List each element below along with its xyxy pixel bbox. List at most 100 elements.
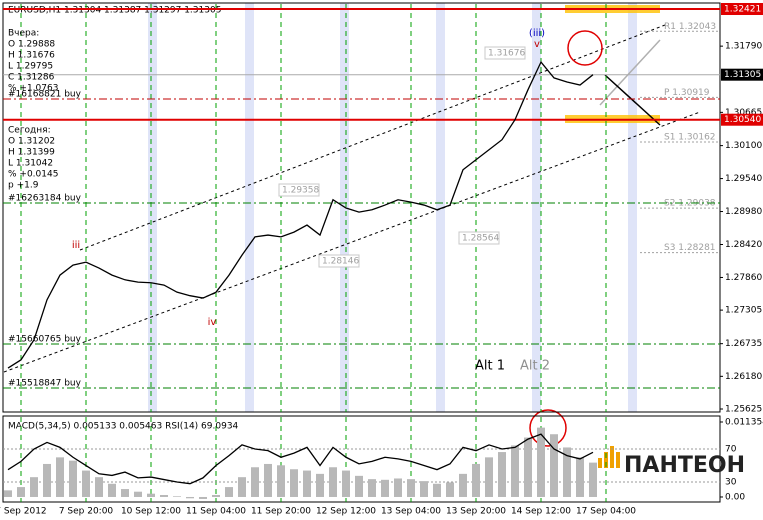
- y2-tick-label: 30: [725, 478, 737, 488]
- macd-bar: [290, 469, 298, 497]
- order-label: #16263184 buy: [8, 193, 82, 203]
- order-label: #15660765 buy: [8, 335, 82, 345]
- macd-bar: [4, 490, 12, 497]
- macd-bar: [186, 496, 194, 499]
- annotation: iii: [72, 240, 80, 251]
- annotation: iv: [208, 317, 217, 328]
- macd-bar: [43, 463, 51, 497]
- projection-line: [604, 74, 661, 126]
- macd-bar: [82, 470, 90, 497]
- y-tick-label: 0.011354: [725, 417, 763, 427]
- level-tag: [721, 68, 763, 81]
- sub-frame: [2, 415, 721, 503]
- macd-bar: [56, 457, 64, 497]
- macd-bar: [199, 496, 207, 499]
- y-tick-label: 1.29540: [725, 174, 762, 184]
- y-tick-label: 1.28980: [725, 207, 762, 217]
- price-label: 1.29358: [282, 186, 319, 196]
- session-band: [245, 3, 254, 412]
- session-band: [628, 3, 637, 412]
- macd-bar: [433, 483, 441, 497]
- level-tag: [721, 113, 763, 126]
- x-tick-label: 7 Sep 20:00: [59, 507, 114, 517]
- macd-bar: [329, 467, 337, 497]
- macd-bar: [511, 445, 519, 497]
- chart-title: EURUSD,H1 1.31304 1.31387 1.31297 1.3130…: [8, 6, 221, 16]
- info-line: Сегодня:: [8, 126, 51, 136]
- session-band: [532, 3, 541, 412]
- macd-bar: [17, 487, 25, 497]
- info-line: O 1.29888: [8, 40, 55, 50]
- macd-bar: [563, 447, 571, 497]
- macd-bar: [225, 487, 233, 497]
- logo-bar: [610, 446, 614, 468]
- macd-bar: [316, 473, 324, 497]
- annotation: v: [534, 39, 540, 50]
- price-label-box: [318, 254, 360, 268]
- pivot-label: S1 1.30162: [664, 132, 716, 142]
- macd-bar: [121, 489, 129, 497]
- y-tick-label: 1.26180: [725, 372, 762, 382]
- macd-bar: [277, 465, 285, 497]
- y-tick-label: 1.27860: [725, 273, 762, 283]
- y2-tick-label: 70: [725, 445, 737, 455]
- macd-bar: [407, 479, 415, 497]
- macd-bar: [30, 477, 38, 497]
- y-tick-label: 1.28420: [725, 240, 762, 250]
- info-line: % +0.0145: [8, 170, 58, 180]
- macd-bar: [550, 434, 558, 497]
- indicator-title: MACD(5,34,5) 0.005133 0.005463 RSI(14) 6…: [8, 422, 239, 432]
- price-label: 1.31676: [488, 49, 525, 59]
- annotation: Alt 1: [475, 359, 505, 374]
- main-frame: [2, 2, 721, 413]
- pivot-label: S3 1.28281: [664, 243, 716, 253]
- level-tag: [721, 3, 763, 16]
- channel-line: [3, 111, 701, 373]
- price-label-box: [458, 231, 500, 245]
- macd-bar: [576, 457, 584, 497]
- session-band: [148, 3, 157, 412]
- info-line: O 1.31202: [8, 137, 55, 147]
- y-tick-label: 1.25625: [725, 404, 762, 414]
- level-tag-label: 1.30540: [724, 115, 761, 125]
- x-tick-label: 7 Sep 2012: [0, 507, 47, 517]
- price-label-box: [484, 46, 526, 60]
- macd-bar: [459, 473, 467, 497]
- y-tick-label: 1.27305: [725, 306, 762, 316]
- info-line: p +1.9: [8, 181, 39, 191]
- y-tick-label: 1.30100: [725, 141, 762, 151]
- logo-bar: [616, 452, 620, 468]
- y-tick-label: 1.26735: [725, 339, 762, 349]
- projection-line: [599, 39, 661, 106]
- x-tick-label: 12 Sep 12:00: [316, 507, 376, 517]
- macd-bar: [108, 483, 116, 497]
- annotation: (iii): [529, 28, 545, 39]
- info-line: L 1.31042: [8, 159, 53, 169]
- macd-bar: [303, 470, 311, 497]
- info-line: C 1.31286: [8, 73, 55, 83]
- macd-bar: [147, 493, 155, 497]
- y-tick-label: 1.31790: [725, 42, 762, 52]
- macd-bar: [160, 494, 168, 497]
- macd-bar: [212, 494, 220, 497]
- logo-bar: [604, 452, 608, 468]
- x-tick-label: 11 Sep 20:00: [251, 507, 311, 517]
- info-line: H 1.31399: [8, 148, 55, 158]
- x-tick-label: 11 Sep 04:00: [186, 507, 246, 517]
- annotation: Alt 2: [520, 359, 550, 374]
- level-tag-label: 1.31305: [724, 70, 761, 80]
- macd-bar: [537, 427, 545, 497]
- level-tag-label: 1.32421: [724, 5, 761, 15]
- x-tick-label: 13 Sep 04:00: [381, 507, 441, 517]
- macd-bar: [173, 496, 181, 497]
- macd-bar: [134, 491, 142, 497]
- price-line: [7, 60, 594, 369]
- order-label: #15518847 buy: [8, 378, 82, 388]
- macd-bar: [485, 457, 493, 497]
- info-line: L 1.29795: [8, 62, 53, 72]
- info-line: Вчера:: [8, 29, 39, 39]
- macd-bar: [355, 475, 363, 497]
- x-tick-label: 14 Sep 12:00: [511, 507, 571, 517]
